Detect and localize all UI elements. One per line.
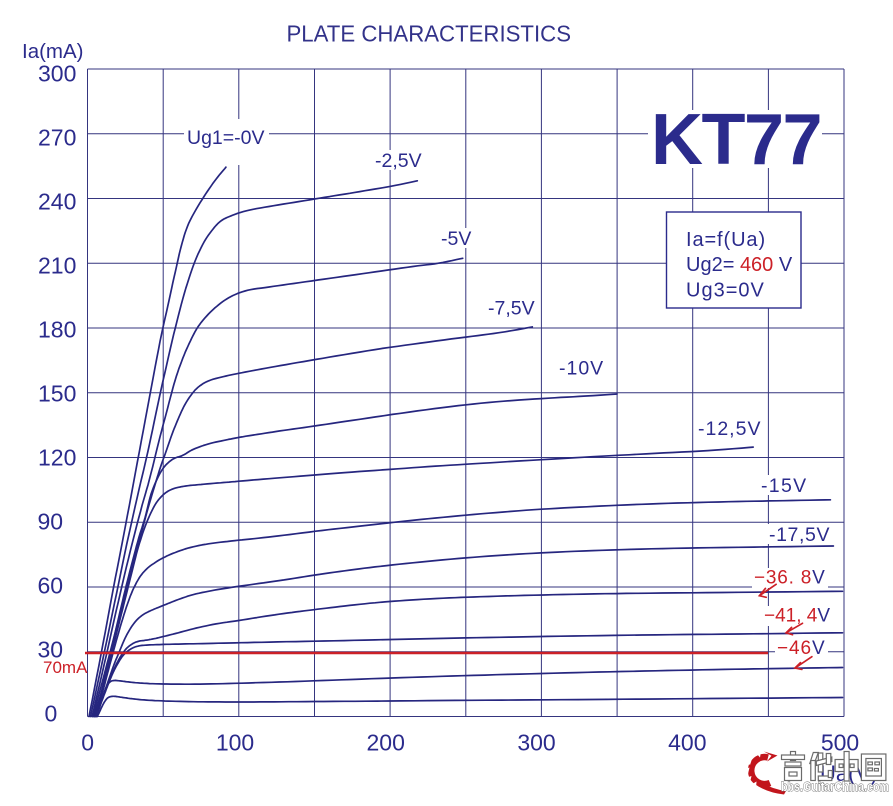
svg-text:400: 400: [668, 730, 706, 756]
svg-text:−46V: −46V: [777, 638, 826, 659]
svg-text:150: 150: [38, 380, 76, 406]
svg-text:-10V: -10V: [559, 358, 604, 380]
svg-text:-7,5V: -7,5V: [488, 298, 535, 320]
svg-text:−41, 4V: −41, 4V: [764, 606, 830, 627]
svg-text:Ug2= 460 V: Ug2= 460 V: [686, 254, 793, 276]
svg-text:-12,5V: -12,5V: [698, 418, 761, 440]
svg-text:Ia(mA): Ia(mA): [22, 40, 84, 63]
svg-text:Ia=f(Ua): Ia=f(Ua): [686, 229, 766, 251]
svg-text:90: 90: [38, 508, 64, 534]
svg-text:-5V: -5V: [441, 228, 471, 250]
svg-text:100: 100: [216, 730, 254, 756]
svg-text:-15V: -15V: [761, 475, 807, 497]
svg-text:200: 200: [367, 730, 405, 756]
svg-text:70mA: 70mA: [43, 658, 88, 677]
svg-text:240: 240: [38, 188, 76, 214]
svg-text:-2,5V: -2,5V: [375, 150, 422, 172]
svg-text:PLATE CHARACTERISTICS: PLATE CHARACTERISTICS: [287, 21, 572, 47]
svg-text:120: 120: [38, 444, 76, 470]
svg-text:bbs.GuitarChina.com: bbs.GuitarChina.com: [781, 780, 889, 794]
svg-text:Ug3=0V: Ug3=0V: [686, 280, 765, 302]
svg-text:−36. 8V: −36. 8V: [754, 568, 826, 589]
svg-text:180: 180: [38, 316, 76, 342]
svg-text:-17,5V: -17,5V: [769, 524, 830, 546]
svg-text:300: 300: [517, 730, 555, 756]
svg-text:KT77: KT77: [651, 100, 821, 180]
svg-text:500: 500: [821, 730, 859, 756]
svg-text:0: 0: [45, 700, 58, 726]
svg-text:60: 60: [38, 572, 64, 598]
svg-text:210: 210: [38, 252, 76, 278]
svg-text:30: 30: [38, 636, 64, 662]
svg-text:270: 270: [38, 124, 76, 150]
svg-text:300: 300: [38, 60, 76, 86]
svg-text:Ug1=-0V: Ug1=-0V: [187, 127, 265, 149]
svg-text:0: 0: [81, 730, 94, 756]
